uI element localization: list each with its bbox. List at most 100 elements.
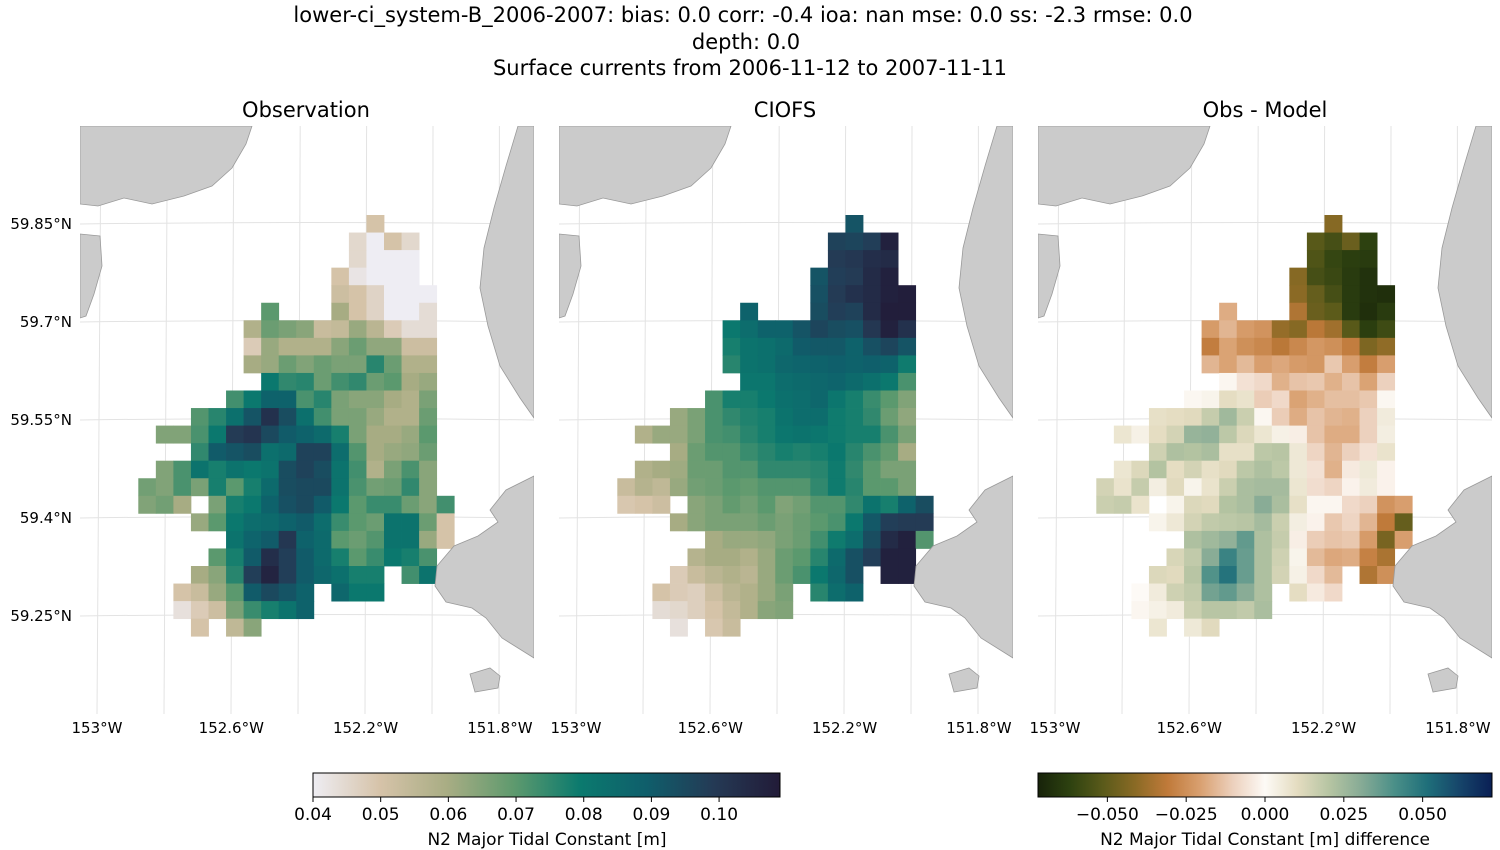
grid-cell (138, 478, 157, 497)
grid-cell (419, 425, 438, 444)
grid-cell (1219, 478, 1238, 497)
grid-cell (278, 372, 297, 391)
grid-cell (348, 566, 367, 584)
grid-cell (296, 460, 315, 479)
grid-cell (313, 425, 332, 444)
grid-cell (827, 513, 846, 532)
grid-cell (792, 443, 811, 462)
grid-cell (1324, 232, 1343, 251)
grid-cell (1254, 390, 1273, 409)
grid-cell (687, 601, 706, 620)
grid-cell (898, 513, 917, 532)
grid-cell (1219, 583, 1238, 602)
grid-cell (384, 443, 402, 462)
grid-cell (845, 443, 864, 462)
grid-cell (757, 372, 776, 391)
grid-cell (775, 513, 794, 532)
grid-cell (1184, 408, 1202, 426)
grid-cell (1201, 320, 1220, 339)
grid-cell (1148, 408, 1167, 426)
grid-cell (1219, 390, 1238, 409)
grid-cell (687, 513, 706, 532)
grid-cell (1359, 443, 1378, 462)
grid-cell (1219, 460, 1238, 479)
grid-cell (1359, 285, 1378, 304)
grid-cell (757, 443, 776, 462)
grid-cell (740, 460, 759, 479)
grid-cell (845, 372, 864, 391)
grid-cell (722, 337, 741, 356)
grid-cell (208, 601, 227, 620)
grid-cell (384, 285, 402, 304)
grid-cell (1324, 583, 1343, 602)
grid-cell (863, 478, 881, 497)
grid-cell (757, 530, 776, 549)
grid-cell (348, 302, 367, 321)
parallel-gridline (80, 222, 534, 225)
grid-cell (740, 390, 759, 409)
grid-cell (243, 337, 262, 356)
longitude-label: 152.2°W (333, 719, 398, 737)
latitude-label: 59.55°N (10, 411, 72, 429)
grid-cell (1289, 583, 1308, 602)
grid-cell (401, 460, 420, 479)
grid-cell (845, 408, 864, 426)
grid-cell (880, 478, 899, 497)
grid-cell (1324, 372, 1343, 391)
grid-cell (1377, 566, 1396, 584)
grid-cell (827, 566, 846, 584)
grid-cell (278, 478, 297, 497)
colorbar-tick-label: 0.000 (1241, 805, 1290, 825)
grid-cell (827, 548, 846, 567)
grid-cell (1201, 513, 1220, 532)
grid-cell (1394, 495, 1413, 514)
grid-cell (1271, 443, 1290, 462)
longitude-label: 153°W (72, 719, 123, 737)
grid-cell (348, 425, 367, 444)
grid-cell (190, 478, 209, 497)
grid-cell (669, 478, 688, 497)
grid-cell (1184, 513, 1202, 532)
grid-cell (845, 355, 864, 374)
grid-cell (1359, 495, 1378, 514)
grid-cell (436, 495, 455, 514)
grid-cell (384, 267, 402, 286)
grid-cell (261, 566, 280, 584)
grid-cell (1289, 285, 1308, 304)
grid-cell (863, 425, 881, 444)
grid-cell (775, 337, 794, 356)
grid-cell (705, 425, 723, 444)
grid-cell (898, 548, 917, 567)
grid-cell (243, 618, 262, 637)
grid-cell (1289, 530, 1308, 549)
grid-cell (722, 390, 741, 409)
grid-cell (313, 337, 332, 356)
grid-cell (243, 583, 262, 602)
grid-cell (366, 513, 385, 532)
grid-cell (810, 583, 829, 602)
grid-cell (1359, 530, 1378, 549)
grid-cell (243, 320, 262, 339)
grid-cell (705, 495, 723, 514)
grid-cell (863, 548, 881, 567)
grid-cell (1359, 460, 1378, 479)
grid-cell (1271, 460, 1290, 479)
grid-cell (810, 390, 829, 409)
grid-cell (384, 530, 402, 549)
grid-cell (226, 601, 244, 620)
grid-cell (827, 232, 846, 251)
grid-cell (1201, 478, 1220, 497)
grid-cell (740, 320, 759, 339)
grid-cell (261, 478, 280, 497)
grid-cell (1184, 425, 1202, 444)
grid-cell (1324, 302, 1343, 321)
grid-cell (880, 566, 899, 584)
grid-cell (1096, 495, 1115, 514)
grid-cell (722, 443, 741, 462)
grid-cell (226, 443, 244, 462)
grid-cell (775, 478, 794, 497)
grid-cell (348, 408, 367, 426)
grid-cell (792, 355, 811, 374)
grid-cell (757, 425, 776, 444)
grid-cell (278, 408, 297, 426)
